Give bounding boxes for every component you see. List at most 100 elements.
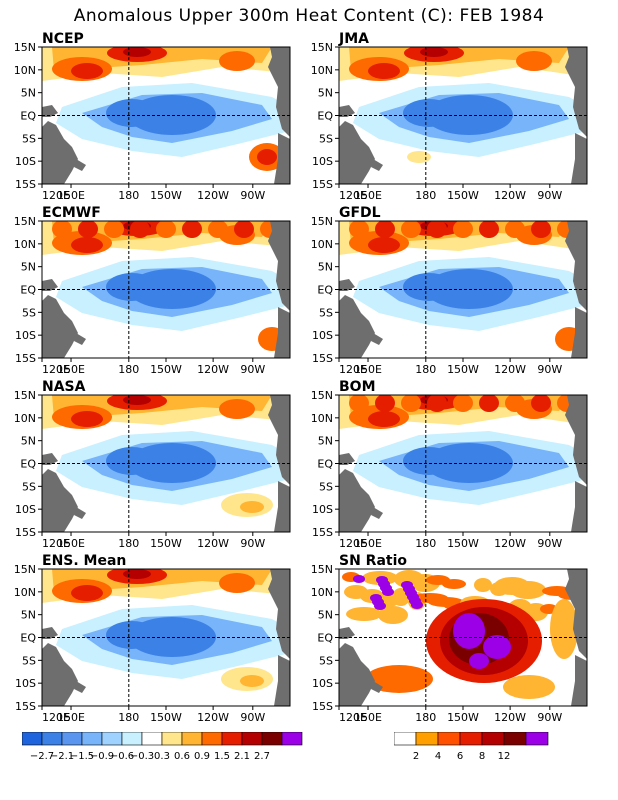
sn-colorbar-swatch (481, 731, 505, 746)
lon-tick-label: 150W (447, 537, 479, 550)
sn-colorbar-swatch (393, 731, 417, 746)
anomaly-contour (104, 221, 124, 238)
lat-tick-label: 15S (312, 352, 333, 365)
anomaly-contour (453, 395, 473, 412)
sn-colorbar-swatch (503, 731, 527, 746)
lat-tick-label: 5S (319, 480, 333, 493)
lat-tick-label: 15S (15, 700, 36, 713)
land-mass (42, 469, 78, 532)
anomaly-contour (403, 447, 455, 475)
lat-tick-label: 5N (318, 435, 333, 448)
land-mass (42, 121, 78, 184)
lat-tick-label: 10N (311, 412, 333, 425)
sn-contour (426, 575, 450, 585)
panel-label: ENS. Mean (42, 553, 126, 569)
lat-tick-label: 10N (14, 238, 36, 251)
lon-tick-label: 90W (240, 711, 265, 724)
lat-tick-label: 10S (15, 329, 36, 342)
anomaly-contour (368, 237, 400, 253)
lon-tick-label: 150W (150, 189, 182, 202)
anomaly-contour (182, 221, 202, 238)
lon-tick-label: 90W (537, 363, 562, 376)
lat-tick-label: 5N (21, 261, 36, 274)
sn-colorbar-label: 6 (457, 751, 463, 762)
lat-tick-label: 10S (15, 155, 36, 168)
lon-tick-label: 150E (354, 189, 382, 202)
anomaly-contour (403, 273, 455, 301)
map-panel-jma: 15N 10N 5N EQ 5S 10S 15S 120E 150E 180 150W 120W 90W… (297, 29, 588, 202)
anomaly-contour (240, 675, 264, 687)
lat-tick-label: 15N (311, 215, 333, 228)
lat-tick-label: EQ (317, 458, 333, 471)
lat-tick-label: 15N (14, 41, 36, 54)
land-mass (339, 469, 375, 532)
anomaly-colorbar-swatch (121, 731, 143, 746)
lon-tick-label: 120E (42, 537, 70, 550)
lon-tick-label: 120W (494, 363, 526, 376)
panel-label: SN Ratio (339, 553, 407, 569)
lat-tick-label: EQ (20, 284, 36, 297)
land-mass (74, 681, 86, 693)
lon-tick-label: 90W (240, 537, 265, 550)
land-mass (274, 307, 290, 358)
land-mass (274, 655, 290, 706)
lat-tick-label: 15S (15, 352, 36, 365)
lat-tick-label: 10S (15, 677, 36, 690)
lon-tick-label: 180 (415, 363, 436, 376)
panel-label: GFDL (339, 205, 381, 221)
panel-label: BOM (339, 379, 376, 395)
land-mass (74, 159, 86, 171)
land-mass (74, 507, 86, 519)
sn-ratio-colorbar: 2 4 6 8 12 (393, 731, 568, 776)
anomaly-colorbar-label: −2.1 (50, 751, 74, 762)
land-mass (339, 121, 375, 184)
lon-tick-label: 120W (494, 189, 526, 202)
land-mass (571, 133, 587, 184)
panel-label: ECMWF (42, 205, 101, 221)
map-panel-ens-mean: 15N 10N 5N EQ 5S 10S 15S 120E 150E 180 150W 120W 90W… (0, 551, 291, 724)
lon-tick-label: 180 (118, 189, 139, 202)
anomaly-contour (368, 63, 400, 79)
lat-tick-label: EQ (20, 110, 36, 123)
anomaly-contour (71, 237, 103, 253)
land-mass (565, 47, 587, 137)
lat-tick-label: 15N (14, 389, 36, 402)
lat-tick-label: 5N (21, 87, 36, 100)
anomaly-contour (403, 99, 455, 127)
lon-tick-label: 150W (447, 711, 479, 724)
lat-tick-label: 5N (318, 87, 333, 100)
lon-tick-label: 150E (57, 537, 85, 550)
anomaly-contour (401, 395, 421, 412)
lat-tick-label: 10N (14, 64, 36, 77)
anomaly-colorbar-label: 0.3 (154, 751, 170, 762)
anomaly-colorbar-swatch (61, 731, 83, 746)
sn-contour (378, 606, 408, 624)
anomaly-colorbar-swatch (141, 731, 163, 746)
lon-tick-label: 120E (339, 711, 367, 724)
anomaly-colorbar: −2.7 −2.1 −1.5 −0.9 −0.6 −0.3 0.3 0.6 0.9 1.5 2.1 2… (21, 731, 322, 776)
lon-tick-label: 150E (57, 363, 85, 376)
anomaly-contour (106, 447, 158, 475)
sn-contour (542, 586, 572, 596)
anomaly-contour (453, 221, 473, 238)
anomaly-contour (240, 501, 264, 513)
lon-tick-label: 120E (42, 363, 70, 376)
anomaly-colorbar-swatch (21, 731, 43, 746)
sn-colorbar-label: 4 (435, 751, 441, 762)
map-panel-sn-ratio: 15N 10N 5N EQ 5S 10S 15S 120E 150E 180 150W 120W 90W… (297, 551, 588, 724)
anomaly-contour (219, 399, 255, 419)
lon-tick-label: 150E (354, 363, 382, 376)
sn-contour (353, 575, 365, 583)
anomaly-colorbar-label: 2.7 (254, 751, 270, 762)
sn-colorbar-swatch (437, 731, 461, 746)
lat-tick-label: 15N (311, 563, 333, 576)
sn-contour (370, 594, 382, 602)
lon-tick-label: 120W (197, 363, 229, 376)
land-mass (339, 453, 355, 465)
lon-tick-label: 120W (494, 537, 526, 550)
land-mass (571, 481, 587, 532)
lon-tick-label: 150W (447, 189, 479, 202)
sn-colorbar-swatch (525, 731, 549, 746)
lon-tick-label: 150W (447, 363, 479, 376)
land-mass (42, 295, 78, 358)
